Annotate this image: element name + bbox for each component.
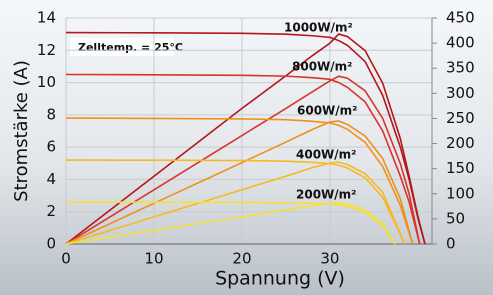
chart: Zelltemp. = 25°C Spannung (V) Stromstärk… bbox=[0, 0, 493, 295]
y-tick-label: 0 bbox=[46, 235, 56, 253]
y-tick-label: 10 bbox=[37, 73, 56, 91]
y2-tick-label: 350 bbox=[446, 59, 475, 77]
y2-tick-label: 250 bbox=[446, 109, 475, 127]
y2-tick-label: 100 bbox=[446, 184, 475, 202]
x-axis-title: Spannung (V) bbox=[215, 268, 345, 290]
y-tick-label: 2 bbox=[46, 202, 56, 220]
series-label: 800W/m² bbox=[292, 60, 352, 74]
y2-tick-label: 200 bbox=[446, 134, 475, 152]
y-tick-label: 12 bbox=[37, 41, 56, 59]
pv-curve bbox=[66, 203, 395, 244]
x-tick-label: 10 bbox=[144, 250, 163, 268]
x-tick-label: 20 bbox=[232, 250, 251, 268]
y2-tick-label: 450 bbox=[446, 9, 475, 27]
pv-curve bbox=[66, 34, 425, 244]
iv-curve bbox=[66, 75, 420, 245]
iv-curve bbox=[66, 33, 425, 244]
y2-tick-label: 300 bbox=[446, 84, 475, 102]
annotation: Zelltemp. = 25°C bbox=[78, 41, 183, 54]
y-tick-label: 4 bbox=[46, 170, 56, 188]
series-label: 600W/m² bbox=[297, 104, 357, 118]
iv-curve bbox=[66, 202, 395, 244]
y2-tick-label: 50 bbox=[446, 209, 465, 227]
x-tick-label: 30 bbox=[320, 250, 339, 268]
y-axis-title: Stromstärke (A) bbox=[11, 60, 32, 202]
series-label: 1000W/m² bbox=[284, 21, 353, 35]
x-tick-label: 0 bbox=[61, 250, 71, 268]
y-tick-label: 14 bbox=[37, 9, 56, 27]
y-tick-label: 8 bbox=[46, 105, 56, 123]
y2-tick-label: 400 bbox=[446, 34, 475, 52]
y2-tick-label: 0 bbox=[446, 235, 456, 253]
series-label: 400W/m² bbox=[296, 148, 356, 162]
y2-tick-label: 150 bbox=[446, 159, 475, 177]
y-tick-label: 6 bbox=[46, 138, 56, 156]
series-label: 200W/m² bbox=[296, 188, 356, 202]
